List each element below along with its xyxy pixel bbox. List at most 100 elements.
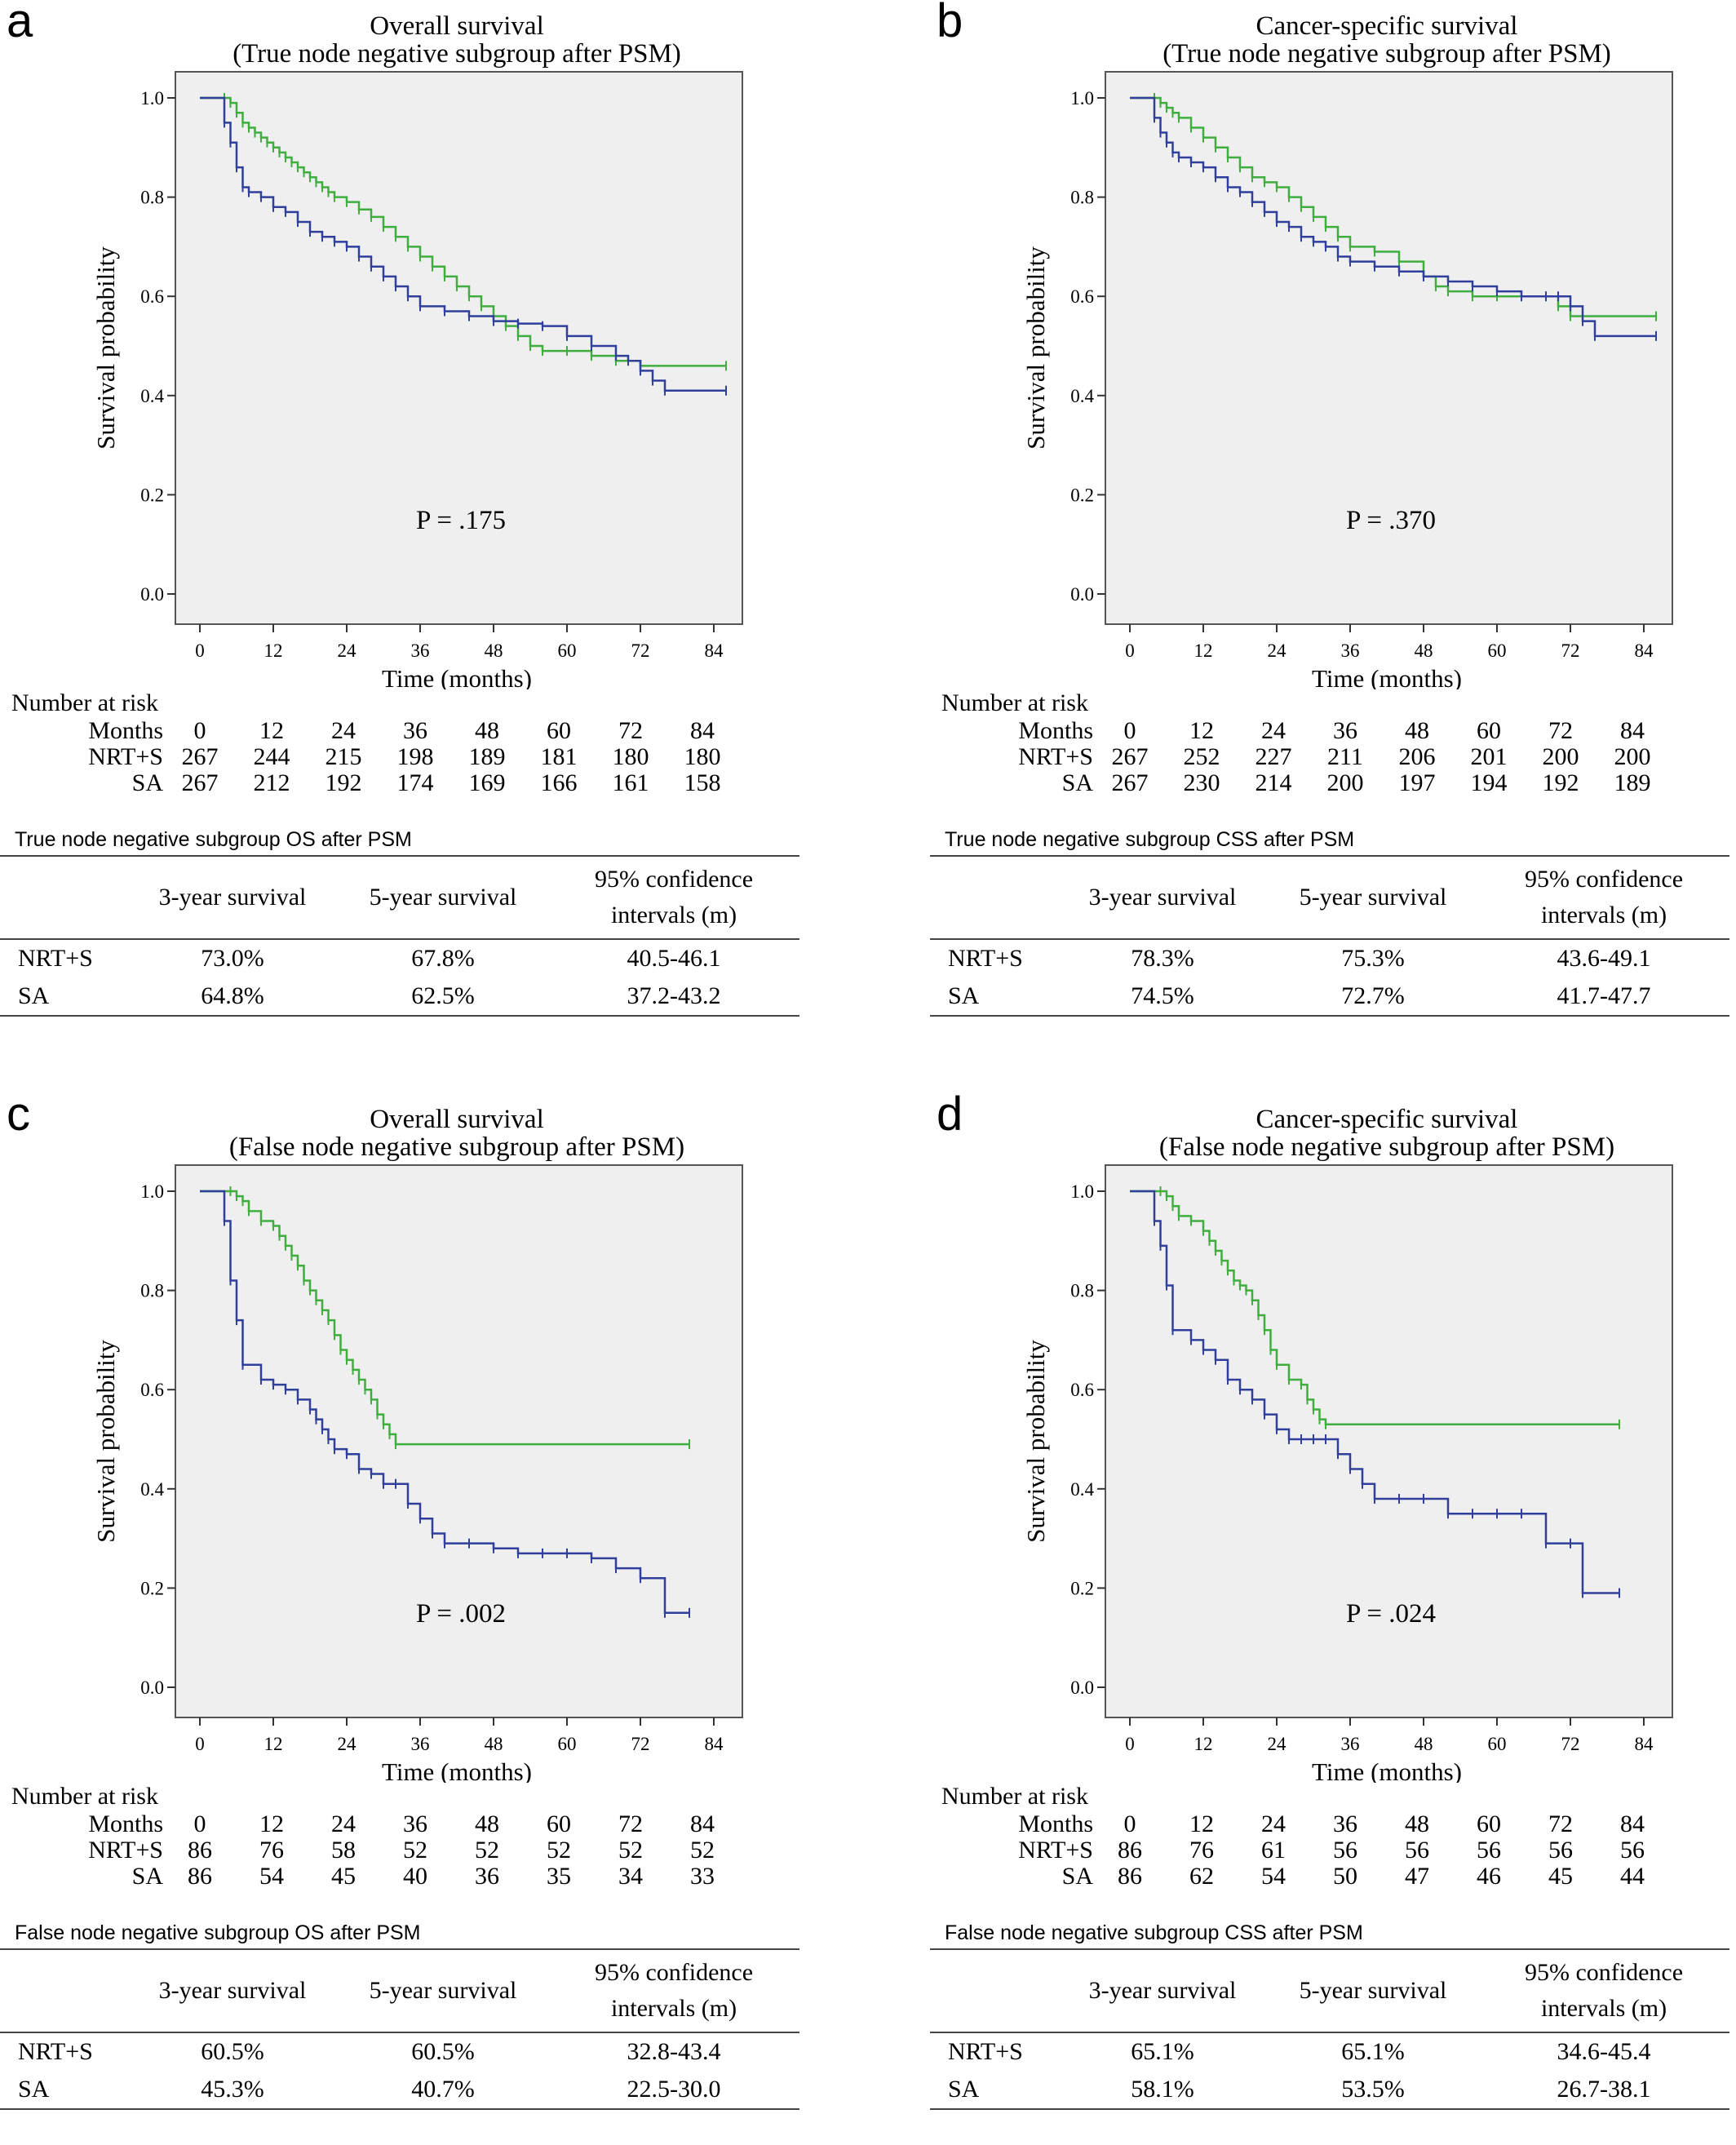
risk-row: NRT+S 267 244 215 198 189 181 180 180 — [0, 743, 816, 770]
y-tick-label: 0.6 — [140, 1380, 164, 1400]
risk-row: Months 0 12 24 36 48 60 72 84 — [930, 1810, 1736, 1837]
y-axis-label: Survival probability — [91, 246, 120, 450]
chart-title: Overall survival — [370, 1105, 544, 1134]
risk-value: 206 — [1398, 743, 1436, 770]
series-line-sa — [1130, 96, 1656, 338]
y-tick-label: 0.0 — [140, 1677, 164, 1698]
x-tick-label: 0 — [1125, 1734, 1135, 1754]
survival-cell: 34.6-45.4 — [1557, 2038, 1651, 2065]
y-tick-label: 0.6 — [1070, 286, 1094, 307]
survival-header-cell: 3-year survival — [127, 857, 338, 940]
chart-title: Overall survival — [370, 11, 544, 41]
x-axis-label: Time (months) — [382, 1757, 532, 1783]
risk-row-label: NRT+S — [1018, 1837, 1093, 1864]
y-tick-label: 0.2 — [1070, 485, 1094, 505]
risk-value: 189 — [1614, 769, 1651, 796]
risk-value: 267 — [1111, 743, 1149, 770]
panel-a: a Overall survival (True node negative su… — [0, 0, 868, 1052]
panel-c: c Overall survival (False node negative s… — [0, 1088, 868, 2145]
risk-value: 35 — [547, 1863, 571, 1890]
survival-header-cell: 95% confidence intervals (m) — [548, 857, 799, 940]
risk-value: 200 — [1542, 743, 1579, 770]
panel-letter: a — [7, 0, 33, 47]
risk-value: 86 — [188, 1837, 212, 1864]
x-tick-label: 48 — [485, 1734, 503, 1754]
risk-value: 0 — [1123, 1810, 1136, 1837]
risk-value: 52 — [690, 1837, 715, 1864]
survival-row: NRT+S 73.0% 67.8% 40.5-46.1 — [0, 939, 799, 977]
risk-value: 267 — [181, 743, 219, 770]
risk-value: 56 — [1405, 1837, 1429, 1864]
survival-cell: 67.8% — [411, 945, 475, 972]
risk-row-label: Months — [1018, 1810, 1093, 1837]
survival-row: SA 64.8% 62.5% 37.2-43.2 — [0, 977, 799, 1017]
survival-table-title: False node negative subgroup OS after PS… — [0, 1917, 799, 1950]
risk-value: 194 — [1470, 769, 1508, 796]
risk-value: 72 — [618, 1810, 643, 1837]
series-line-nrt — [1130, 96, 1656, 317]
risk-value: 200 — [1614, 743, 1651, 770]
survival-cell: 64.8% — [127, 977, 338, 1017]
risk-value: 169 — [468, 769, 506, 796]
survival-cell: 40.5-46.1 — [627, 945, 721, 972]
x-tick-label: 36 — [1341, 640, 1360, 661]
risk-value: 0 — [193, 1810, 206, 1837]
risk-value: 84 — [690, 1810, 715, 1837]
y-tick-label: 0.8 — [1070, 1281, 1094, 1301]
risk-value: 45 — [331, 1863, 356, 1890]
x-axis-label: Time (months) — [1312, 664, 1462, 689]
risk-value: 12 — [259, 1810, 284, 1837]
survival-cell: 65.1% — [1131, 2038, 1194, 2065]
risk-value: 181 — [540, 743, 578, 770]
x-tick-label: 84 — [1635, 640, 1654, 661]
x-tick-label: 48 — [1415, 640, 1433, 661]
y-tick-label: 1.0 — [140, 88, 164, 109]
risk-row: SA 267 212 192 174 169 166 161 158 — [0, 769, 816, 796]
risk-row-label: Months — [88, 1810, 163, 1837]
survival-cell: 72.7% — [1268, 977, 1478, 1017]
survival-header-row: 3-year survival 5-year survival 95% confid… — [0, 1950, 799, 2033]
x-axis-label: Time (months) — [382, 664, 532, 689]
p-value: P = .002 — [416, 1599, 506, 1629]
plot-area — [175, 71, 743, 625]
series-line-sa — [200, 96, 726, 392]
survival-header-cell: 5-year survival — [338, 1950, 548, 2033]
series-line-sa — [1130, 1190, 1619, 1594]
risk-value: 174 — [396, 769, 434, 796]
risk-value: 60 — [1477, 1810, 1501, 1837]
survival-header-cell — [0, 857, 127, 940]
risk-value: 267 — [181, 769, 219, 796]
chart-title: Cancer-specific survival — [1256, 11, 1518, 41]
km-chart: Cancer-specific survival(True node negat… — [1021, 11, 1673, 689]
x-tick-label: 36 — [411, 1734, 430, 1754]
survival-header-cell: 3-year survival — [1057, 1950, 1268, 2033]
y-tick-label: 0.2 — [140, 485, 164, 505]
x-tick-label: 60 — [558, 640, 577, 661]
risk-title: Number at risk — [11, 689, 158, 716]
risk-value: 12 — [1189, 1810, 1214, 1837]
survival-row: NRT+S 65.1% 65.1% 34.6-45.4 — [930, 2032, 1729, 2071]
x-tick-label: 12 — [1194, 1734, 1213, 1754]
risk-value: 76 — [1189, 1837, 1214, 1864]
risk-value: 60 — [1477, 717, 1501, 744]
y-tick-label: 0.4 — [1070, 386, 1094, 406]
risk-value: 52 — [547, 1837, 571, 1864]
risk-value: 244 — [253, 743, 290, 770]
risk-row: Months 0 12 24 36 48 60 72 84 — [0, 1810, 816, 1837]
risk-value: 47 — [1405, 1863, 1429, 1890]
risk-value: 24 — [1261, 1810, 1286, 1837]
risk-value: 197 — [1398, 769, 1436, 796]
risk-row: NRT+S 267 252 227 211 206 201 200 200 — [930, 743, 1736, 770]
risk-value: 192 — [325, 769, 362, 796]
risk-value: 52 — [475, 1837, 499, 1864]
risk-value: 215 — [325, 743, 362, 770]
survival-table: True node negative subgroup CSS after PS… — [930, 824, 1729, 1017]
x-tick-label: 60 — [1488, 1734, 1507, 1754]
risk-value: 161 — [612, 769, 649, 796]
risk-value: 72 — [618, 717, 643, 744]
survival-header-row: 3-year survival 5-year survival 95% confid… — [930, 1950, 1729, 2033]
risk-row-label: NRT+S — [1018, 743, 1093, 770]
risk-value: 36 — [475, 1863, 499, 1890]
y-tick-label: 0.0 — [1070, 584, 1094, 605]
survival-cell: 32.8-43.4 — [627, 2038, 721, 2065]
